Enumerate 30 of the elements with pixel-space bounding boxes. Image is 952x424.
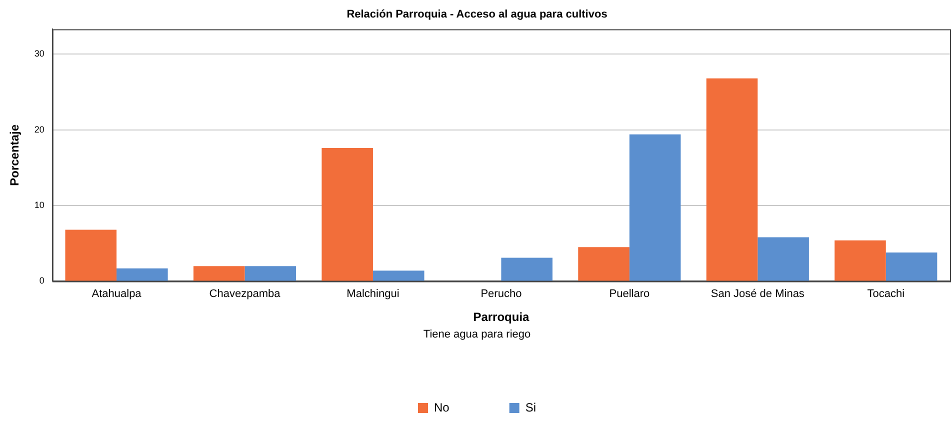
- legend-label: Si: [525, 400, 536, 414]
- bar: [322, 148, 373, 281]
- bar: [244, 266, 296, 281]
- y-tick-label: 10: [34, 200, 44, 210]
- y-tick-label: 0: [39, 276, 44, 286]
- bar: [116, 268, 168, 281]
- bar: [501, 258, 552, 281]
- bar: [578, 247, 630, 281]
- bar: [758, 237, 809, 281]
- bar: [65, 230, 117, 281]
- legend-label: No: [434, 400, 450, 414]
- x-tick-label: Atahualpa: [92, 288, 142, 300]
- bar: [629, 134, 681, 281]
- legend-title: Tiene agua para riego: [423, 328, 531, 340]
- bar: [193, 266, 245, 281]
- bar: [706, 78, 758, 281]
- x-axis-title: Parroquia: [473, 310, 530, 324]
- bar: [372, 270, 424, 281]
- y-tick-label: 20: [34, 124, 44, 134]
- x-tick-label: Malchingui: [346, 288, 400, 300]
- x-tick-label: San José de Minas: [710, 288, 805, 300]
- x-tick-label: Puellaro: [609, 288, 650, 300]
- y-tick-label: 30: [34, 48, 44, 59]
- x-tick-label: Perucho: [480, 288, 522, 300]
- y-axis-title: Porcentaje: [8, 124, 22, 186]
- bar: [886, 252, 938, 281]
- bar: [834, 240, 886, 281]
- chart-title: Relación Parroquia - Acceso al agua para cultivos: [346, 8, 608, 21]
- x-tick-label: Chavezpamba: [209, 288, 282, 300]
- x-tick-label: Tocachi: [867, 288, 905, 300]
